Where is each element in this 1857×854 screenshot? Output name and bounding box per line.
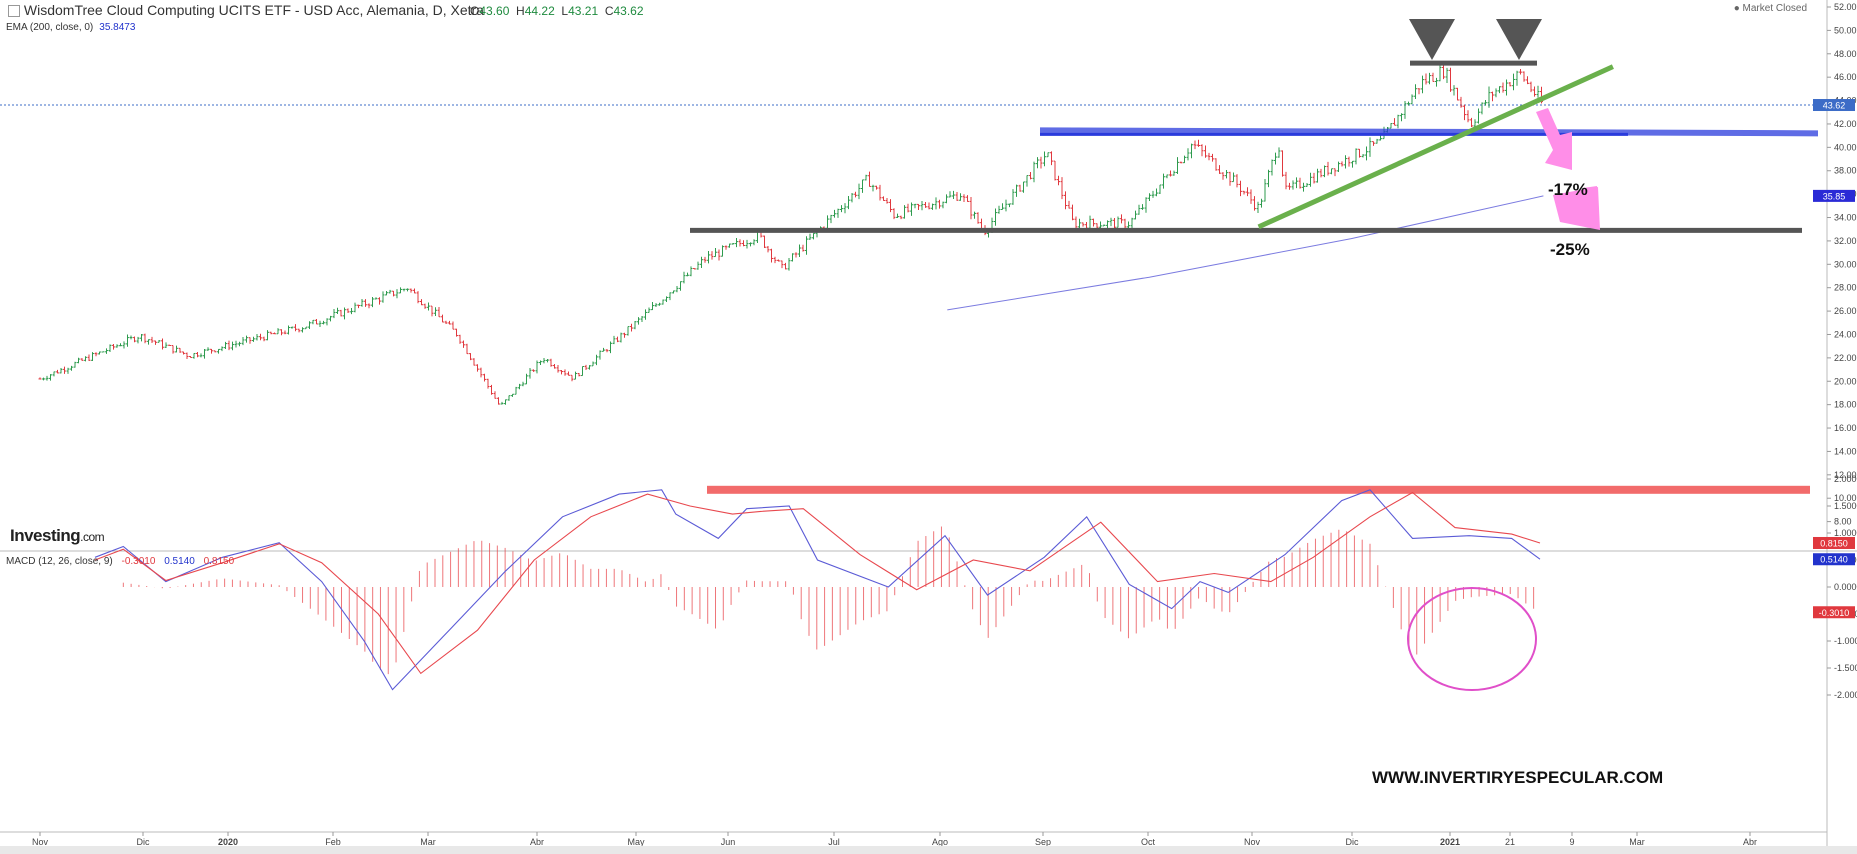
price-tick-label: 24.00 <box>1834 329 1857 339</box>
price-tick-label: 22.00 <box>1834 353 1857 363</box>
price-tick-label: 46.00 <box>1834 72 1857 82</box>
axis-tag-label: 0.5140 <box>1820 555 1848 565</box>
price-tick-label: 40.00 <box>1834 142 1857 152</box>
top-marker-1 <box>1409 19 1455 60</box>
ema-200-series <box>947 195 1544 311</box>
x-tick-label: 2020 <box>218 837 238 847</box>
x-tick-label: Feb <box>325 837 341 847</box>
price-tick-label: 18.00 <box>1834 400 1857 410</box>
price-tick-label: 12.00 <box>1834 470 1857 480</box>
x-tick-label: Abr <box>1743 837 1757 847</box>
ema-legend[interactable]: EMA (200, close, 0) 35.8473 <box>6 22 136 33</box>
x-tick-label: Dic <box>1346 837 1359 847</box>
price-bars <box>38 61 1543 405</box>
signal-line <box>94 491 1541 675</box>
macd-tick-label: -1.5000 <box>1834 663 1857 673</box>
macd-legend[interactable]: MACD (12, 26, close, 9) -0.3010 0.5140 0… <box>6 556 235 567</box>
x-tick-label: Oct <box>1141 837 1156 847</box>
price-tick-label: 20.00 <box>1834 376 1857 386</box>
axis-tag-bg <box>1813 606 1855 619</box>
drop-25-label: -25% <box>1550 240 1590 259</box>
top-marker-2 <box>1496 19 1542 60</box>
bottom-toolbar[interactable] <box>0 846 1857 854</box>
price-tick-label: 34.00 <box>1834 213 1857 223</box>
macd-lines <box>94 489 1541 691</box>
x-tick-label: 2021 <box>1440 837 1460 847</box>
price-tick-label: 48.00 <box>1834 49 1857 59</box>
axis-tag-label: 43.62 <box>1823 101 1846 111</box>
price-tick-label: 10.00 <box>1834 493 1857 503</box>
highlight-ellipse <box>1407 587 1537 691</box>
x-tick-label: 21 <box>1505 837 1515 847</box>
x-tick-label: Dic <box>137 837 150 847</box>
macd-line <box>94 489 1541 691</box>
x-tick-label: Mar <box>1629 837 1645 847</box>
price-tick-label: 42.00 <box>1834 119 1857 129</box>
investing-logo: Investing.com <box>10 526 105 545</box>
price-tick-label: 8.00 <box>1834 517 1852 527</box>
price-tick-label: 38.00 <box>1834 166 1857 176</box>
market-status: ● Market Closed <box>1733 3 1807 14</box>
x-tick-label: Jul <box>828 837 840 847</box>
axis-price-tags: 43.62 35.85 0.8150 0.5140 -0.3010 <box>1813 99 1855 619</box>
target-arrow-1 <box>1536 108 1572 170</box>
price-tick-label: 26.00 <box>1834 306 1857 316</box>
date-x-axis: Nov Dic 2020 Feb Mar Abr May Jun Jul Ago Sep Oct Nov… <box>32 832 1757 847</box>
x-tick-label: Abr <box>530 837 544 847</box>
price-tick-label: 32.00 <box>1834 236 1857 246</box>
price-tick-label: 50.00 <box>1834 25 1857 35</box>
axis-tag-bg <box>1813 536 1855 549</box>
price-tick-label: 14.00 <box>1834 446 1857 456</box>
chart-title: WisdomTree Cloud Computing UCITS ETF - U… <box>6 2 484 18</box>
price-tick-label: 28.00 <box>1834 283 1857 293</box>
price-tick-label: 16.00 <box>1834 423 1857 433</box>
annotations <box>690 19 1819 233</box>
ema-200-line <box>947 195 1544 311</box>
macd-histogram <box>122 526 1535 675</box>
ohlc-legend: O43.60 H44.22 L43.21 C43.62 <box>470 4 644 18</box>
x-tick-label: Jun <box>721 837 736 847</box>
x-tick-label: Nov <box>1244 837 1261 847</box>
x-tick-label: Sep <box>1035 837 1051 847</box>
macd-resistance-band <box>707 485 1810 494</box>
macd-tick-label: 1.5000 <box>1834 501 1857 511</box>
axis-tag-bg <box>1813 189 1855 202</box>
price-tick-label: 30.00 <box>1834 259 1857 269</box>
drop-17-label: -17% <box>1548 180 1588 199</box>
x-tick-label: Nov <box>32 837 49 847</box>
macd-resistance-bar <box>707 485 1810 494</box>
price-tick-label: 52.00 <box>1834 2 1857 12</box>
collapse-icon[interactable] <box>8 5 20 18</box>
axis-tag-label: 0.8150 <box>1820 538 1848 548</box>
axis-tag-bg <box>1813 553 1855 566</box>
axis-tag-label: -0.3010 <box>1819 608 1850 618</box>
macd-highlight-circle <box>1407 587 1537 691</box>
axis-tag-label: 35.85 <box>1823 191 1846 201</box>
x-tick-label: Ago <box>932 837 948 847</box>
x-tick-label: Mar <box>420 837 436 847</box>
x-tick-label: May <box>627 837 645 847</box>
target-arrow-2b <box>1583 186 1598 229</box>
watermark: WWW.INVERTIRYESPECULAR.COM <box>1372 768 1664 787</box>
uptrend-line <box>1257 64 1614 230</box>
neckline <box>1039 127 1819 137</box>
x-tick-label: 9 <box>1569 837 1574 847</box>
axis-tag-bg <box>1813 99 1855 112</box>
